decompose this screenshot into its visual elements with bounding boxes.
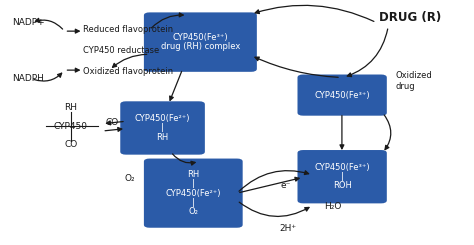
FancyBboxPatch shape <box>298 150 387 203</box>
Text: RH: RH <box>64 103 77 112</box>
Text: RH: RH <box>156 133 169 142</box>
Text: drug (RH) complex: drug (RH) complex <box>161 42 240 51</box>
Text: 2H⁺: 2H⁺ <box>280 224 297 233</box>
Text: CYP450(Fe²⁺): CYP450(Fe²⁺) <box>135 114 191 123</box>
Text: |: | <box>192 198 195 207</box>
FancyBboxPatch shape <box>144 159 243 228</box>
Text: CYP450(Fe³⁺): CYP450(Fe³⁺) <box>314 163 370 172</box>
FancyBboxPatch shape <box>120 101 205 155</box>
Text: Oxidized flavoprotein: Oxidized flavoprotein <box>83 67 173 76</box>
Text: O₂: O₂ <box>188 207 198 216</box>
Text: CYP450(Fe²⁺): CYP450(Fe²⁺) <box>165 189 221 198</box>
Text: RH: RH <box>187 170 200 179</box>
Text: CYP450: CYP450 <box>54 122 88 131</box>
Text: H₂O: H₂O <box>324 202 342 211</box>
FancyBboxPatch shape <box>298 74 387 116</box>
Text: |: | <box>341 172 344 181</box>
Text: |: | <box>161 123 164 133</box>
Text: |: | <box>192 179 195 188</box>
Text: DRUG (R): DRUG (R) <box>379 11 441 24</box>
Text: Reduced flavoprotein: Reduced flavoprotein <box>83 25 173 35</box>
Text: Oxidized
drug: Oxidized drug <box>395 71 432 91</box>
Text: O₂: O₂ <box>125 174 136 183</box>
Text: CYP450(Fe³⁺): CYP450(Fe³⁺) <box>173 33 228 42</box>
Text: CO: CO <box>105 118 118 127</box>
FancyBboxPatch shape <box>144 12 257 72</box>
Text: NADPH: NADPH <box>12 74 45 83</box>
Text: CO: CO <box>64 140 77 149</box>
Text: NADP+: NADP+ <box>12 18 45 27</box>
Text: e⁻: e⁻ <box>281 181 292 190</box>
Text: ROH: ROH <box>333 182 352 190</box>
Text: CYP450(Fe³⁺): CYP450(Fe³⁺) <box>314 91 370 100</box>
Text: CYP450 reductase: CYP450 reductase <box>83 46 160 55</box>
